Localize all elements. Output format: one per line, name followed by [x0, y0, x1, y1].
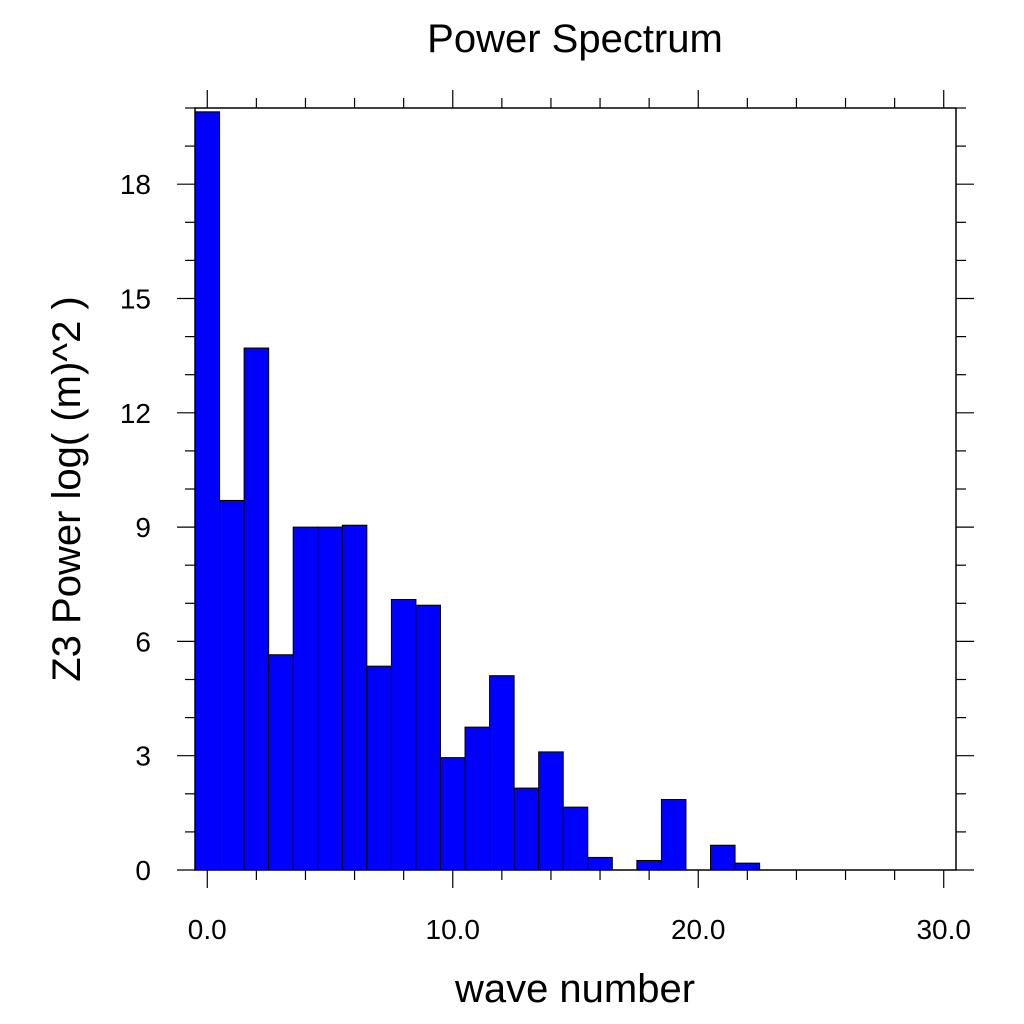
bar: [415, 604, 441, 871]
bar: [734, 862, 761, 871]
bar: [317, 526, 343, 871]
y-tick-label: 12: [120, 398, 151, 429]
bar: [464, 726, 491, 871]
x-tick-label: 30.0: [916, 914, 971, 945]
bar: [636, 859, 662, 871]
y-axis-label: Z3 Power log( (m)^2 ): [45, 296, 89, 682]
chart-title: Power Spectrum: [427, 17, 723, 61]
x-tick-label: 20.0: [671, 914, 726, 945]
bar: [489, 675, 515, 871]
y-tick-label: 9: [135, 512, 151, 543]
x-axis-label: wave number: [454, 967, 695, 1011]
bar: [562, 806, 589, 871]
bar: [219, 499, 245, 871]
bar: [292, 526, 319, 871]
bar: [513, 787, 540, 871]
ticks-group: 0 3 6 9 12 15 18 0.0 10.0 20.0 30.0: [120, 90, 974, 945]
bar: [390, 598, 417, 871]
bar: [366, 665, 392, 871]
y-tick-label: 15: [120, 284, 151, 315]
y-tick-label: 18: [120, 169, 151, 200]
y-tick-label: 3: [135, 741, 151, 772]
bar: [194, 111, 221, 871]
bars-group: [194, 111, 761, 871]
bar: [587, 856, 613, 871]
bar: [538, 751, 564, 871]
x-tick-label: 0.0: [188, 914, 227, 945]
bar: [268, 654, 294, 871]
x-tick-label: 10.0: [426, 914, 481, 945]
y-tick-label: 6: [135, 626, 151, 657]
bar: [660, 799, 687, 871]
bar: [341, 524, 368, 871]
y-tick-label: 0: [135, 855, 151, 886]
bar: [243, 347, 270, 871]
bar: [439, 757, 466, 871]
bar: [710, 844, 736, 871]
